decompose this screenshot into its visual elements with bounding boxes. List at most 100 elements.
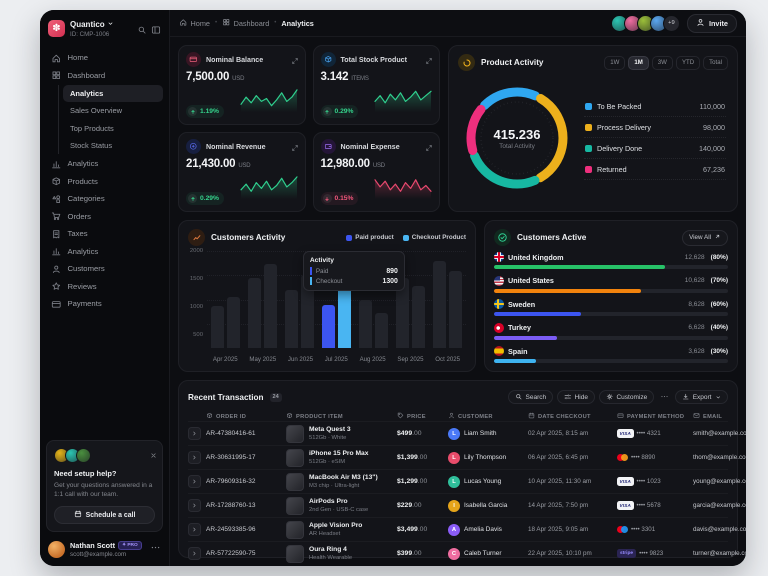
expand-row-button[interactable] xyxy=(188,547,201,560)
flag-icon-us xyxy=(494,275,504,286)
price: $499.00 xyxy=(397,430,422,437)
breadcrumb: Home • Dashboard • Analytics xyxy=(179,18,314,29)
brand-logo-icon[interactable]: ✽ xyxy=(48,20,65,37)
sidebar-item-taxes[interactable]: Taxes xyxy=(46,225,163,243)
customize-button[interactable]: Customize xyxy=(598,389,655,405)
sidebar-item-reviews[interactable]: Reviews xyxy=(46,278,163,296)
table-row: AR-47380416-61 Meta Quest 3 512Gb · White… xyxy=(188,421,746,445)
expand-icon[interactable] xyxy=(291,139,299,157)
collapse-sidebar-icon[interactable] xyxy=(151,22,161,40)
sidebar-subitem-sales-overview[interactable]: Sales Overview xyxy=(70,106,123,116)
sidebar-item-orders[interactable]: Orders xyxy=(46,208,163,226)
stripe-badge: stripe xyxy=(617,549,637,558)
stat-card-nominal-balance: Nominal Balance 7,500.00 USD 1.19% xyxy=(178,45,306,125)
tab-3w[interactable]: 3W xyxy=(651,55,673,70)
visa-badge: VISA xyxy=(617,501,634,510)
sidebar-item-categories[interactable]: Categories xyxy=(46,190,163,208)
bar-checkout xyxy=(263,264,277,348)
sidebar-item-home[interactable]: Home xyxy=(46,49,163,67)
bar-paid xyxy=(285,289,299,348)
column-header[interactable]: PAYMENT METHOD xyxy=(617,412,690,421)
bar-paid xyxy=(396,278,410,348)
expand-icon[interactable] xyxy=(425,52,433,70)
expand-icon[interactable] xyxy=(425,139,433,157)
tab-1m[interactable]: 1M xyxy=(628,55,649,70)
sidebar-item-analytics[interactable]: Analytics xyxy=(46,155,163,173)
sidebar-item-payments[interactable]: Payments xyxy=(46,295,163,313)
expand-row-button[interactable] xyxy=(188,499,201,512)
sidebar-item-analytics[interactable]: Analytics xyxy=(46,243,163,261)
stat-card-nominal-expense: Nominal Expense 12,980.00 USD 0.15% xyxy=(312,132,440,212)
expand-row-button[interactable] xyxy=(188,523,201,536)
expand-icon[interactable] xyxy=(291,52,299,70)
country-row-tr: Turkey 6,628 (40%) xyxy=(494,322,728,340)
product-cell: Oura Ring 4 Health Wearable xyxy=(286,544,394,563)
sidebar-item-products[interactable]: Products xyxy=(46,173,163,191)
breadcrumb-item[interactable]: Home xyxy=(179,18,210,29)
country-row-es: Spain 3,628 (30%) xyxy=(494,346,728,363)
x-tick: Aug 2025 xyxy=(359,356,386,363)
sidebar-header: ✽ Quantico ID: CMP-1006 xyxy=(46,18,163,49)
progress-track xyxy=(494,265,728,269)
x-tick: Jul 2025 xyxy=(324,356,348,363)
panel-title: Product Activity xyxy=(481,58,544,67)
view-all-button[interactable]: View All xyxy=(682,229,728,246)
expand-row-button[interactable] xyxy=(188,451,201,464)
profile-row[interactable]: Nathan Scott ✦ PRO scott@example.com xyxy=(46,532,163,560)
country-name: Sweden xyxy=(508,299,536,309)
expand-row-button[interactable] xyxy=(188,475,201,488)
pro-badge: ✦ PRO xyxy=(118,540,142,550)
close-icon[interactable] xyxy=(150,446,157,464)
more-options-icon[interactable] xyxy=(150,540,161,558)
sidebar-subitem-stock-status[interactable]: Stock Status xyxy=(70,141,113,151)
payment-method: stripe •••• 9823 xyxy=(617,549,690,558)
schedule-call-button[interactable]: Schedule a call xyxy=(54,506,155,524)
search-icon[interactable] xyxy=(137,22,147,40)
table-row: AR-24593385-96 Apple Vision Pro AR Headse… xyxy=(188,517,746,541)
card-badge xyxy=(617,526,628,533)
brand-switcher[interactable]: Quantico xyxy=(70,20,114,30)
product-thumbnail xyxy=(286,424,304,443)
column-header[interactable]: PRODUCT ITEM xyxy=(286,412,394,421)
customers-activity-panel: Customers Activity Paid product Checkout … xyxy=(178,220,476,372)
legend-label: Process Delivery xyxy=(597,122,651,132)
sidebar-subnav: Analytics Sales Overview Top Products Stock… xyxy=(58,85,163,154)
column-header[interactable]: CUSTOMER xyxy=(448,412,525,421)
tab-total[interactable]: Total xyxy=(703,55,728,70)
wallet-icon xyxy=(320,139,336,154)
panel-title: Customers Activity xyxy=(211,233,286,242)
sidebar-item-customers[interactable]: Customers xyxy=(46,260,163,278)
expand-row-button[interactable] xyxy=(188,427,201,440)
tab-1w[interactable]: 1W xyxy=(604,55,626,70)
sidebar-subitem-analytics[interactable]: Analytics xyxy=(63,85,163,102)
team-avatars[interactable]: +9 xyxy=(610,14,680,32)
box-icon xyxy=(51,176,62,187)
tag-icon xyxy=(397,412,404,421)
column-header[interactable]: ORDER ID xyxy=(206,412,283,421)
sidebar-nav: Home Dashboard Analytics Sales Overview Top … xyxy=(46,49,163,313)
change-badge: 0.29% xyxy=(186,192,224,205)
shapes-icon xyxy=(51,194,62,205)
export-button[interactable]: Export xyxy=(675,389,728,405)
breadcrumb-item[interactable]: Dashboard xyxy=(222,18,269,29)
tab-ytd[interactable]: YTD xyxy=(675,55,701,70)
hide-button[interactable]: Hide xyxy=(557,389,595,405)
card-icon xyxy=(617,412,624,421)
search-button[interactable]: Search xyxy=(508,389,554,405)
change-badge: 0.29% xyxy=(320,105,359,118)
sidebar-subitem-top-products[interactable]: Top Products xyxy=(70,123,114,133)
invite-button[interactable]: Invite xyxy=(686,13,737,33)
bar-checkout xyxy=(300,275,314,348)
donut-total-value: 415.236 xyxy=(493,126,541,142)
change-badge: 1.19% xyxy=(186,105,224,118)
arrow-up-right-icon xyxy=(714,233,721,242)
avatar-overflow[interactable]: +9 xyxy=(662,14,680,32)
progress-fill xyxy=(494,335,558,340)
sidebar-item-dashboard[interactable]: Dashboard xyxy=(46,67,163,85)
column-header[interactable]: EMAIL xyxy=(693,412,728,421)
more-options-icon[interactable] xyxy=(658,388,671,406)
legend-row: Delivery Done 140,000 xyxy=(584,138,726,159)
column-header[interactable]: PRICE xyxy=(397,412,445,421)
column-header[interactable]: DATE CHECKOUT xyxy=(528,412,614,421)
arrow-up-icon xyxy=(188,194,197,203)
